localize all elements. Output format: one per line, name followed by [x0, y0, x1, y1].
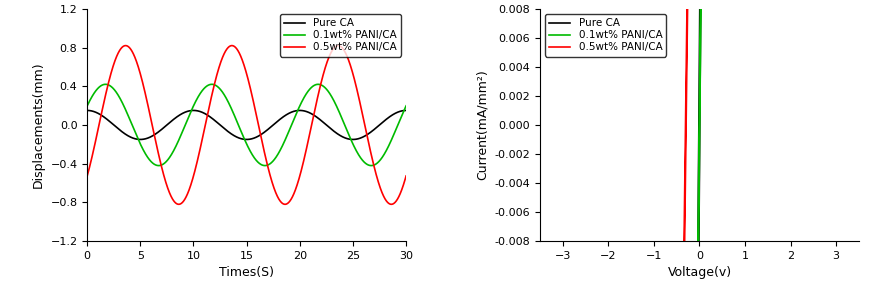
0.5wt% PANI/CA [82, 174, 92, 178]
0.1wt% PANI/CA [344, 135, 355, 138]
0.5wt% PANI/CA [320, 66, 330, 69]
Y-axis label: Current(mA/mm²): Current(mA/mm²) [476, 70, 489, 180]
0.1wt% PANI/CA [204, 83, 215, 86]
0.1wt% PANI/CA [153, 164, 164, 167]
0.1wt% PANI/CA [140, 152, 150, 155]
Line: 0.1wt% PANI/CA: 0.1wt% PANI/CA [576, 0, 824, 294]
X-axis label: Times(S): Times(S) [219, 266, 274, 279]
Pure CA [140, 137, 150, 141]
Line: 0.5wt% PANI/CA: 0.5wt% PANI/CA [87, 46, 406, 204]
0.5wt% PANI/CA [344, 61, 355, 64]
Legend: Pure CA, 0.1wt% PANI/CA, 0.5wt% PANI/CA: Pure CA, 0.1wt% PANI/CA, 0.5wt% PANI/CA [545, 14, 666, 56]
Legend: Pure CA, 0.1wt% PANI/CA, 0.5wt% PANI/CA: Pure CA, 0.1wt% PANI/CA, 0.5wt% PANI/CA [280, 14, 401, 56]
0.5wt% PANI/CA [140, 91, 150, 95]
X-axis label: Voltage(v): Voltage(v) [667, 266, 732, 279]
Line: 0.1wt% PANI/CA: 0.1wt% PANI/CA [87, 84, 406, 166]
0.1wt% PANI/CA [401, 104, 412, 108]
Pure CA [344, 137, 355, 141]
0.5wt% PANI/CA [204, 106, 215, 109]
0.5wt% PANI/CA [290, 190, 300, 193]
0.1wt% PANI/CA [290, 116, 300, 119]
Line: 0.5wt% PANI/CA: 0.5wt% PANI/CA [573, 0, 799, 294]
0.1wt% PANI/CA [82, 104, 92, 108]
Pure CA [273, 119, 283, 122]
Line: Pure CA: Pure CA [570, 0, 828, 294]
0.1wt% PANI/CA [320, 86, 330, 90]
Y-axis label: Displacements(mm): Displacements(mm) [31, 62, 44, 188]
Pure CA [135, 138, 146, 141]
Pure CA [204, 114, 215, 118]
0.5wt% PANI/CA [174, 203, 184, 206]
Pure CA [290, 109, 300, 113]
0.1wt% PANI/CA [273, 151, 283, 155]
0.1wt% PANI/CA [100, 83, 111, 86]
0.5wt% PANI/CA [227, 44, 237, 47]
Pure CA [320, 122, 330, 126]
Pure CA [401, 109, 412, 112]
Line: Pure CA: Pure CA [87, 111, 406, 139]
0.5wt% PANI/CA [401, 174, 412, 178]
0.5wt% PANI/CA [273, 197, 283, 200]
Pure CA [82, 109, 92, 112]
